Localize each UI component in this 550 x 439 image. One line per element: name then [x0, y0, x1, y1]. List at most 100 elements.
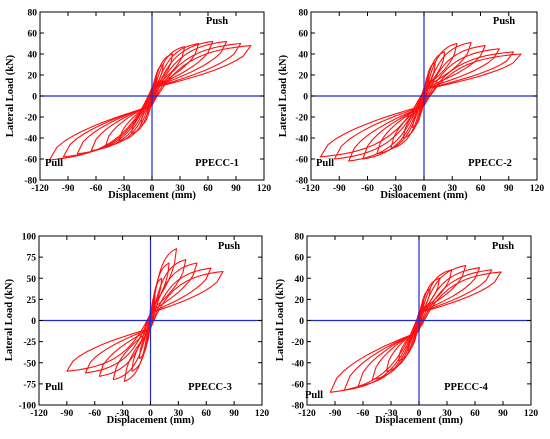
x-tick-label: -120	[31, 184, 49, 194]
y-tick-label: 40	[299, 51, 309, 61]
y-tick-label: -80	[291, 402, 304, 412]
x-tick-label: -60	[361, 184, 374, 194]
y-tick-label: 100	[22, 233, 37, 243]
hysteresis-loop-cycle-5	[376, 41, 472, 155]
y-tick-label: 0	[31, 317, 36, 327]
x-axis-label: Displacement (mm)	[107, 415, 195, 426]
x-tick-label: -120	[298, 409, 316, 419]
y-tick-label: 0	[299, 317, 304, 327]
y-tick-label: 0	[303, 93, 308, 103]
y-tick-label: -80	[24, 177, 37, 187]
x-tick-label: 0	[422, 184, 427, 194]
hysteresis-loop-cycle-8	[333, 51, 515, 160]
pull-annotation: Pull	[316, 158, 334, 169]
hysteresis-loops	[329, 265, 502, 393]
x-tick-label: -120	[30, 409, 48, 419]
chart-panel-4: -120 -90 -60 -30 0 30 60 90 120 -80 -60 -40 -20 0 20 40…	[275, 233, 538, 427]
y-tick-label: 40	[295, 275, 305, 285]
y-tick-label: -60	[295, 156, 308, 166]
x-tick-label: 30	[175, 184, 185, 194]
x-tick-label: -30	[118, 184, 131, 194]
hysteresis-loops	[66, 248, 224, 382]
specimen-label: PPECC-4	[444, 382, 488, 393]
x-axis-label: Displacement (mm)	[108, 190, 196, 201]
x-tick-label: 90	[229, 409, 239, 419]
y-axis-label: Lateral Load (kN)	[275, 278, 286, 361]
hysteresis-loop-cycle-8	[329, 271, 502, 393]
y-tick-label: -80	[295, 177, 308, 187]
x-tick-label: 60	[203, 184, 213, 194]
hysteresis-loop-cycle-7	[84, 267, 212, 374]
y-tick-label: -50	[23, 359, 36, 369]
y-tick-label: 80	[28, 9, 38, 19]
y-tick-label: 25	[27, 296, 37, 306]
hysteresis-loop-cycle-6	[362, 45, 486, 160]
x-axis-label: Disloacement (mm)	[380, 190, 468, 201]
x-tick-label: -30	[385, 409, 398, 419]
y-tick-label: -40	[295, 135, 308, 145]
x-tick-label: -90	[62, 184, 75, 194]
x-tick-label: 60	[470, 409, 480, 419]
y-tick-label: -20	[24, 114, 37, 124]
y-tick-label: -40	[291, 359, 304, 369]
hysteresis-loop-cycle-6	[357, 267, 481, 387]
pull-annotation: Pull	[45, 158, 63, 169]
y-tick-label: 40	[28, 51, 38, 61]
x-tick-label: 0	[417, 409, 422, 419]
y-tick-label: 60	[295, 254, 305, 264]
x-tick-label: 0	[150, 184, 155, 194]
specimen-label: PPECC-2	[468, 158, 512, 169]
x-tick-label: -60	[357, 409, 370, 419]
hysteresis-loop-cycle-6	[98, 262, 198, 377]
y-tick-label: 20	[28, 72, 38, 82]
x-tick-label: 120	[530, 184, 545, 194]
x-tick-label: -30	[389, 184, 402, 194]
y-tick-label: 20	[295, 296, 305, 306]
y-axis-label: Lateral Load (kN)	[5, 54, 16, 137]
x-tick-label: 90	[498, 409, 508, 419]
hysteresis-loop-cycle-5	[371, 265, 467, 381]
y-tick-label: 75	[27, 254, 37, 264]
hysteresis-loop-cycle-7	[76, 40, 228, 155]
x-tick-label: 30	[174, 409, 184, 419]
x-tick-label: -30	[116, 409, 129, 419]
x-tick-label: -90	[333, 184, 346, 194]
y-tick-label: -20	[295, 114, 308, 124]
y-tick-label: 80	[295, 233, 305, 243]
x-tick-label: -90	[329, 409, 342, 419]
y-tick-label: -20	[291, 338, 304, 348]
y-tick-label: -60	[24, 156, 37, 166]
y-tick-label: 60	[28, 30, 38, 40]
x-tick-label: 30	[448, 184, 458, 194]
hysteresis-loop-cycle-7	[348, 48, 500, 162]
y-axis-label: Lateral Load (kN)	[4, 278, 15, 361]
hysteresis-loops	[319, 41, 522, 162]
pull-annotation: Pull	[45, 382, 63, 393]
y-tick-label: -100	[19, 402, 37, 412]
x-tick-label: -60	[90, 184, 103, 194]
push-annotation: Push	[206, 16, 228, 27]
hysteresis-loop-cycle-9	[48, 45, 252, 161]
x-tick-label: -90	[61, 409, 74, 419]
hysteresis-loop-cycle-5	[104, 42, 200, 147]
hysteresis-loop-cycle-5	[112, 259, 187, 381]
specimen-label: PPECC-3	[188, 382, 232, 393]
x-tick-label: -60	[88, 409, 101, 419]
x-tick-label: 0	[148, 409, 153, 419]
y-tick-label: 0	[32, 93, 37, 103]
hysteresis-loop-cycle-8	[66, 270, 224, 372]
specimen-label: PPECC-1	[195, 158, 239, 169]
pull-annotation: Pull	[305, 390, 323, 401]
y-tick-label: 60	[299, 30, 309, 40]
chart-panel-3: -120 -90 -60 -30 0 30 60 90 120 -100 -75 -50 -25 0 25 5…	[4, 233, 269, 427]
y-tick-label: -40	[24, 135, 37, 145]
y-tick-label: 50	[27, 275, 37, 285]
x-tick-label: 90	[231, 184, 241, 194]
x-tick-label: -120	[302, 184, 320, 194]
x-tick-label: 120	[524, 409, 539, 419]
y-tick-label: 80	[299, 9, 309, 19]
x-tick-label: 120	[257, 184, 272, 194]
x-tick-label: 90	[504, 184, 514, 194]
y-tick-label: -25	[23, 338, 36, 348]
